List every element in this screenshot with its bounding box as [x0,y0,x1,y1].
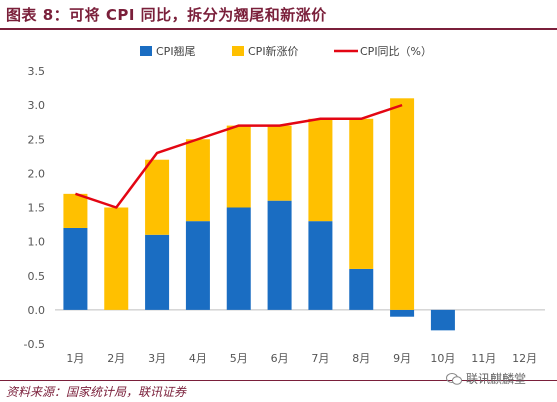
new-price-bar [390,98,415,310]
x-tick-label: 7月 [311,352,329,365]
carryover-bar [226,207,251,310]
carryover-bar [430,309,455,331]
legend-label: CPI新涨价 [248,44,299,58]
watermark-text: 联讯麒麟堂 [466,372,527,386]
carryover-bar [267,200,292,310]
title-divider [0,28,557,30]
legend-swatch-new-price [232,46,244,56]
carryover-bar [145,234,170,310]
x-axis: 1月 2月 3月 4月 5月 6月 7月 8月 9月 10月 11月 12月 [66,352,537,365]
x-tick-label: 3月 [148,352,166,365]
x-tick-label: 8月 [352,352,370,365]
y-tick-label: 3.5 [28,65,46,78]
chart-title: 图表 8：可将 CPI 同比，拆分为翘尾和新涨价 [6,6,327,24]
new-price-bar [104,207,129,310]
yoy-line [75,103,403,209]
wechat-icon [446,372,462,385]
x-tick-label: 10月 [430,352,455,365]
new-price-bar [145,159,170,235]
y-tick-label: -0.5 [24,338,45,351]
x-tick-label: 5月 [230,352,248,365]
carryover-bar [185,221,210,310]
new-price-bar [63,193,88,228]
y-tick-label: 2.0 [28,167,46,180]
x-tick-label: 4月 [189,352,207,365]
carryover-bar [390,309,415,317]
y-tick-label: 0.0 [28,304,46,317]
y-tick-label: 0.5 [28,270,46,283]
carryover-bar [349,268,374,310]
y-tick-label: 3.0 [28,99,46,112]
cpi-chart: CPI翘尾 CPI新涨价 CPI同比（%） -0.5 0.0 0.5 1.0 1.5 2.0 2… [24,44,545,365]
new-price-bar [308,118,333,222]
bar-layer [63,98,455,331]
new-price-bar [349,118,374,269]
new-price-bar [185,139,210,222]
new-price-bar [226,125,251,208]
x-tick-label: 9月 [393,352,411,365]
y-tick-label: 1.5 [28,202,46,215]
yoy-line-layer [75,103,403,209]
x-tick-label: 11月 [471,352,496,365]
chart-legend: CPI翘尾 CPI新涨价 CPI同比（%） [140,44,432,58]
y-tick-label: 2.5 [28,133,46,146]
legend-swatch-carryover [140,46,152,56]
y-tick-label: 1.0 [28,236,46,249]
legend-label: CPI翘尾 [156,45,196,58]
carryover-bar [308,221,333,310]
x-tick-label: 2月 [107,352,125,365]
carryover-bar [63,227,88,310]
source-divider [0,380,557,381]
y-axis: -0.5 0.0 0.5 1.0 1.5 2.0 2.5 3.0 3.5 [24,65,45,351]
new-price-bar [267,125,292,201]
source-note: 资料来源：国家统计局，联讯证券 [6,385,187,399]
x-tick-label: 12月 [512,352,537,365]
x-tick-label: 1月 [66,352,84,365]
legend-label: CPI同比（%） [360,45,432,58]
watermark: 联讯麒麟堂 [446,370,526,387]
x-tick-label: 6月 [271,352,289,365]
